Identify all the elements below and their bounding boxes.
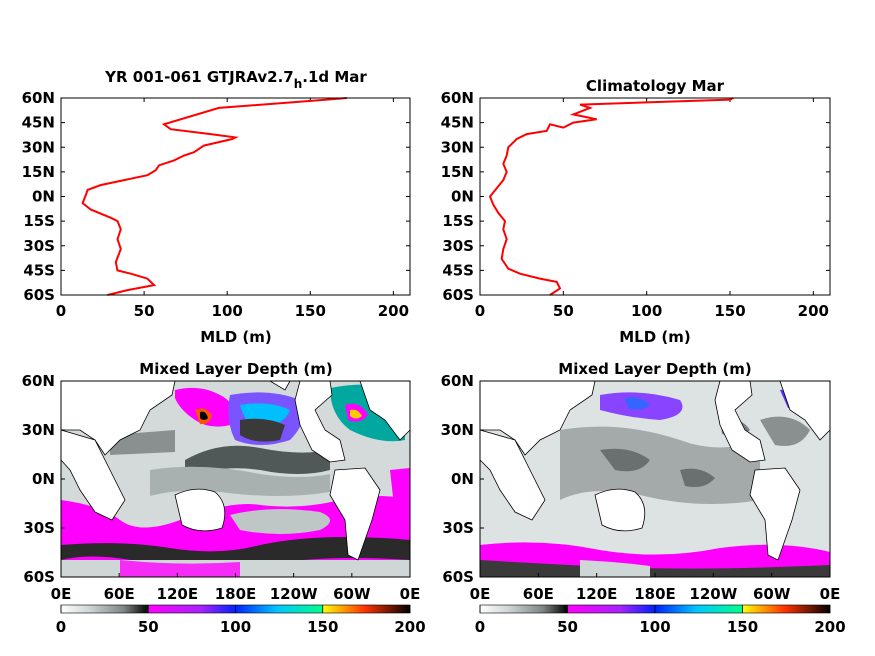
x-tick-label: 150 — [714, 302, 745, 320]
y-tick-label: 60S — [23, 286, 55, 304]
x-tick-label: 0 — [56, 302, 66, 320]
map-title-model: Mixed Layer Depth (m) — [139, 360, 332, 378]
plot-frame — [479, 97, 831, 296]
map-frame — [479, 380, 831, 578]
x-tick-label: 50 — [553, 302, 574, 320]
mld-profile-panel-model: YR 001-061 GTJRAv2.7h.1d Mar 60S 45S 30S 15… — [22, 68, 411, 346]
lat-tick-label: 30S — [23, 519, 55, 537]
y-tick-label: 0N — [451, 188, 474, 206]
colorbar-ticks: 0 50 100 150 200 — [475, 605, 846, 636]
y-tick-label: 30S — [23, 237, 55, 255]
colorbar-tick-label: 50 — [138, 618, 159, 636]
map-title-climatology: Mixed Layer Depth (m) — [558, 360, 751, 378]
x-tick-label: 200 — [378, 302, 409, 320]
y-tick-label: 45S — [23, 261, 55, 279]
y-tick-label: 30S — [442, 237, 474, 255]
lon-tick-label: 60W — [333, 585, 371, 603]
x-tick-label: 200 — [798, 302, 829, 320]
lon-tick-label: 60E — [523, 585, 554, 603]
lon-tick-label: 0E — [51, 585, 72, 603]
continents — [479, 380, 831, 561]
x-axis-ticks: 0 50 100 150 200 — [475, 98, 829, 320]
lon-tick-label: 180E — [634, 585, 676, 603]
y-tick-label: 60N — [441, 89, 474, 107]
y-tick-label: 30N — [22, 138, 55, 156]
y-tick-label: 30N — [441, 138, 474, 156]
y-tick-label: 0N — [32, 188, 55, 206]
lat-tick-label: 60S — [442, 568, 474, 586]
colorbar-tick-label: 150 — [307, 618, 338, 636]
mld-zonal-mean-line — [81, 97, 347, 296]
colorbar-tick-label: 200 — [394, 618, 425, 636]
x-tick-label: 100 — [212, 302, 243, 320]
lat-tick-label: 30N — [22, 421, 55, 439]
y-axis-ticks: 60S 45S 30S 15S 0N 15N 30N 45N 60N — [22, 89, 410, 304]
y-tick-label: 45N — [441, 114, 474, 132]
mld-profile-panel-climatology: Climatology Mar 60S45S30S15S0N15N30N45N6… — [441, 77, 831, 346]
mld-zonal-mean-line — [488, 97, 734, 296]
y-tick-label: 60N — [22, 89, 55, 107]
lon-tick-label: 120W — [689, 585, 737, 603]
x-axis-label: MLD (m) — [619, 328, 691, 346]
y-tick-label: 45S — [442, 261, 474, 279]
lon-tick-label: 0E — [820, 585, 841, 603]
lat-tick-label: 30N — [441, 421, 474, 439]
lon-tick-label: 120E — [576, 585, 618, 603]
lat-tick-label: 60N — [441, 372, 474, 390]
y-tick-label: 15S — [442, 212, 474, 230]
lon-tick-label: 180E — [215, 585, 257, 603]
lon-tick-label: 0E — [400, 585, 421, 603]
lat-tick-label: 30S — [442, 519, 474, 537]
map-frame — [60, 380, 411, 578]
map-axis-ticks: 60S 30S 0N 30N 60N 0E 60E 120E 180E 120W 60W 0E — [22, 372, 421, 603]
lon-tick-label: 0E — [470, 585, 491, 603]
lat-tick-label: 0N — [451, 470, 474, 488]
colorbar-tick-label: 150 — [727, 618, 758, 636]
colorbar-tick-label: 0 — [56, 618, 66, 636]
lon-tick-label: 120E — [157, 585, 199, 603]
colorbar-tick-label: 100 — [639, 618, 670, 636]
x-axis-ticks: 0 50 100 150 200 — [56, 98, 409, 320]
continents — [60, 380, 411, 561]
y-tick-label: 15N — [22, 163, 55, 181]
colorbar-tick-label: 100 — [220, 618, 251, 636]
map-axis-ticks: 60S 30S 0N 30N 60N 0E 60E 120E 180E 120W 60W 0E — [441, 372, 841, 603]
panel-title-climatology: Climatology Mar — [586, 77, 725, 95]
y-tick-label: 15N — [441, 163, 474, 181]
colorbar-tick-label: 0 — [475, 618, 485, 636]
lon-tick-label: 60E — [104, 585, 135, 603]
colorbar-tick-label: 50 — [557, 618, 578, 636]
y-tick-label: 60S — [442, 286, 474, 304]
x-axis-label: MLD (m) — [200, 328, 272, 346]
x-tick-label: 100 — [631, 302, 662, 320]
colorbar-ticks: 0 50 100 150 200 — [56, 605, 426, 636]
lat-tick-label: 60N — [22, 372, 55, 390]
x-tick-label: 0 — [475, 302, 485, 320]
x-tick-label: 50 — [134, 302, 155, 320]
x-tick-label: 150 — [295, 302, 326, 320]
lon-tick-label: 60W — [753, 585, 791, 603]
plot-frame — [60, 97, 411, 296]
y-axis-ticks: 60S 45S 30S 15S 0N 15N 30N 45N 60N — [441, 89, 830, 304]
panel-title-model: YR 001-061 GTJRAv2.7h.1d Mar — [104, 68, 367, 91]
mld-map-panel-model: Mixed Layer Depth (m) — [22, 360, 426, 636]
y-tick-label: 15S — [23, 212, 55, 230]
colorbar-tick-label: 200 — [814, 618, 845, 636]
lat-tick-label: 60S — [23, 568, 55, 586]
y-tick-label: 45N — [22, 114, 55, 132]
lon-tick-label: 120W — [270, 585, 318, 603]
lat-tick-label: 0N — [32, 470, 55, 488]
